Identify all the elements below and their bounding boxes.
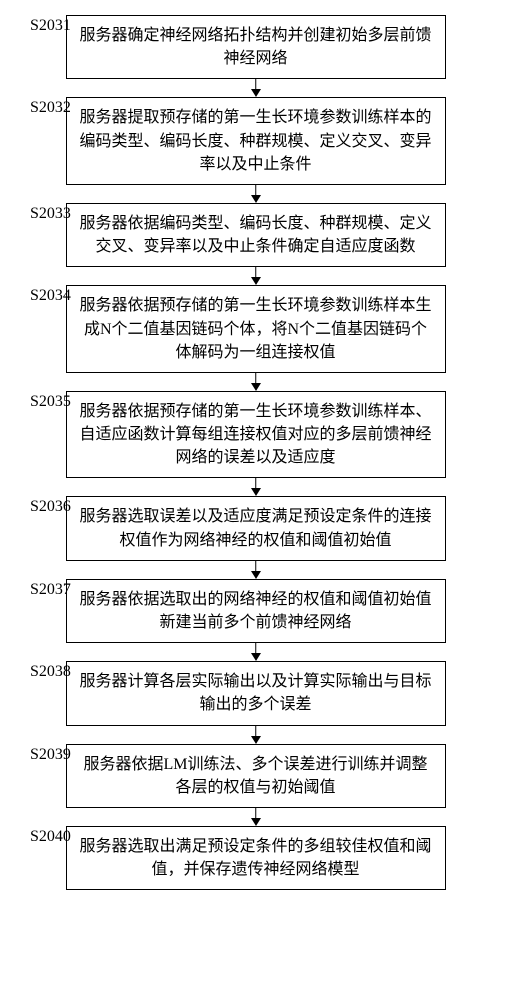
step-row: S2034 服务器依据预存储的第一生长环境参数训练样本生成N个二值基因链码个体，… (10, 285, 501, 373)
step-box: 服务器依据选取出的网络神经的权值和阈值初始值新建当前多个前馈神经网络 (66, 579, 446, 643)
step-box: 服务器依据LM训练法、多个误差进行训练并调整各层的权值与初始阈值 (66, 744, 446, 808)
step-id: S2034 (30, 287, 71, 305)
step-row: S2039 服务器依据LM训练法、多个误差进行训练并调整各层的权值与初始阈值 (10, 744, 501, 808)
step-row: S2036 服务器选取误差以及适应度满足预设定条件的连接权值作为网络神经的权值和… (10, 496, 501, 560)
step-id: S2037 (30, 581, 71, 599)
step-id: S2039 (30, 746, 71, 764)
step-id: S2032 (30, 99, 71, 117)
step-box: 服务器选取误差以及适应度满足预设定条件的连接权值作为网络神经的权值和阈值初始值 (66, 496, 446, 560)
step-row: S2038 服务器计算各层实际输出以及计算实际输出与目标输出的多个误差 (10, 661, 501, 725)
step-box: 服务器确定神经网络拓扑结构并创建初始多层前馈神经网络 (66, 15, 446, 79)
step-id: S2038 (30, 663, 71, 681)
step-box: 服务器计算各层实际输出以及计算实际输出与目标输出的多个误差 (66, 661, 446, 725)
step-box: 服务器依据预存储的第一生长环境参数训练样本、自适应函数计算每组连接权值对应的多层… (66, 391, 446, 479)
step-box: 服务器提取预存储的第一生长环境参数训练样本的编码类型、编码长度、种群规模、定义交… (66, 97, 446, 185)
step-id: S2031 (30, 17, 71, 35)
step-id: S2036 (30, 498, 71, 516)
step-id: S2035 (30, 393, 71, 411)
step-box: 服务器依据编码类型、编码长度、种群规模、定义交叉、变异率以及中止条件确定自适应度… (66, 203, 446, 267)
step-row: S2040 服务器选取出满足预设定条件的多组较佳权值和阈值，并保存遗传神经网络模… (10, 826, 501, 890)
step-box: 服务器依据预存储的第一生长环境参数训练样本生成N个二值基因链码个体，将N个二值基… (66, 285, 446, 373)
step-row: S2032 服务器提取预存储的第一生长环境参数训练样本的编码类型、编码长度、种群… (10, 97, 501, 185)
step-row: S2031 服务器确定神经网络拓扑结构并创建初始多层前馈神经网络 (10, 15, 501, 79)
step-row: S2035 服务器依据预存储的第一生长环境参数训练样本、自适应函数计算每组连接权… (10, 391, 501, 479)
step-row: S2037 服务器依据选取出的网络神经的权值和阈值初始值新建当前多个前馈神经网络 (10, 579, 501, 643)
step-row: S2033 服务器依据编码类型、编码长度、种群规模、定义交叉、变异率以及中止条件… (10, 203, 501, 267)
step-id: S2033 (30, 205, 71, 223)
step-box: 服务器选取出满足预设定条件的多组较佳权值和阈值，并保存遗传神经网络模型 (66, 826, 446, 890)
step-id: S2040 (30, 828, 71, 846)
flowchart-container: S2031 服务器确定神经网络拓扑结构并创建初始多层前馈神经网络 S2032 服… (10, 15, 501, 890)
